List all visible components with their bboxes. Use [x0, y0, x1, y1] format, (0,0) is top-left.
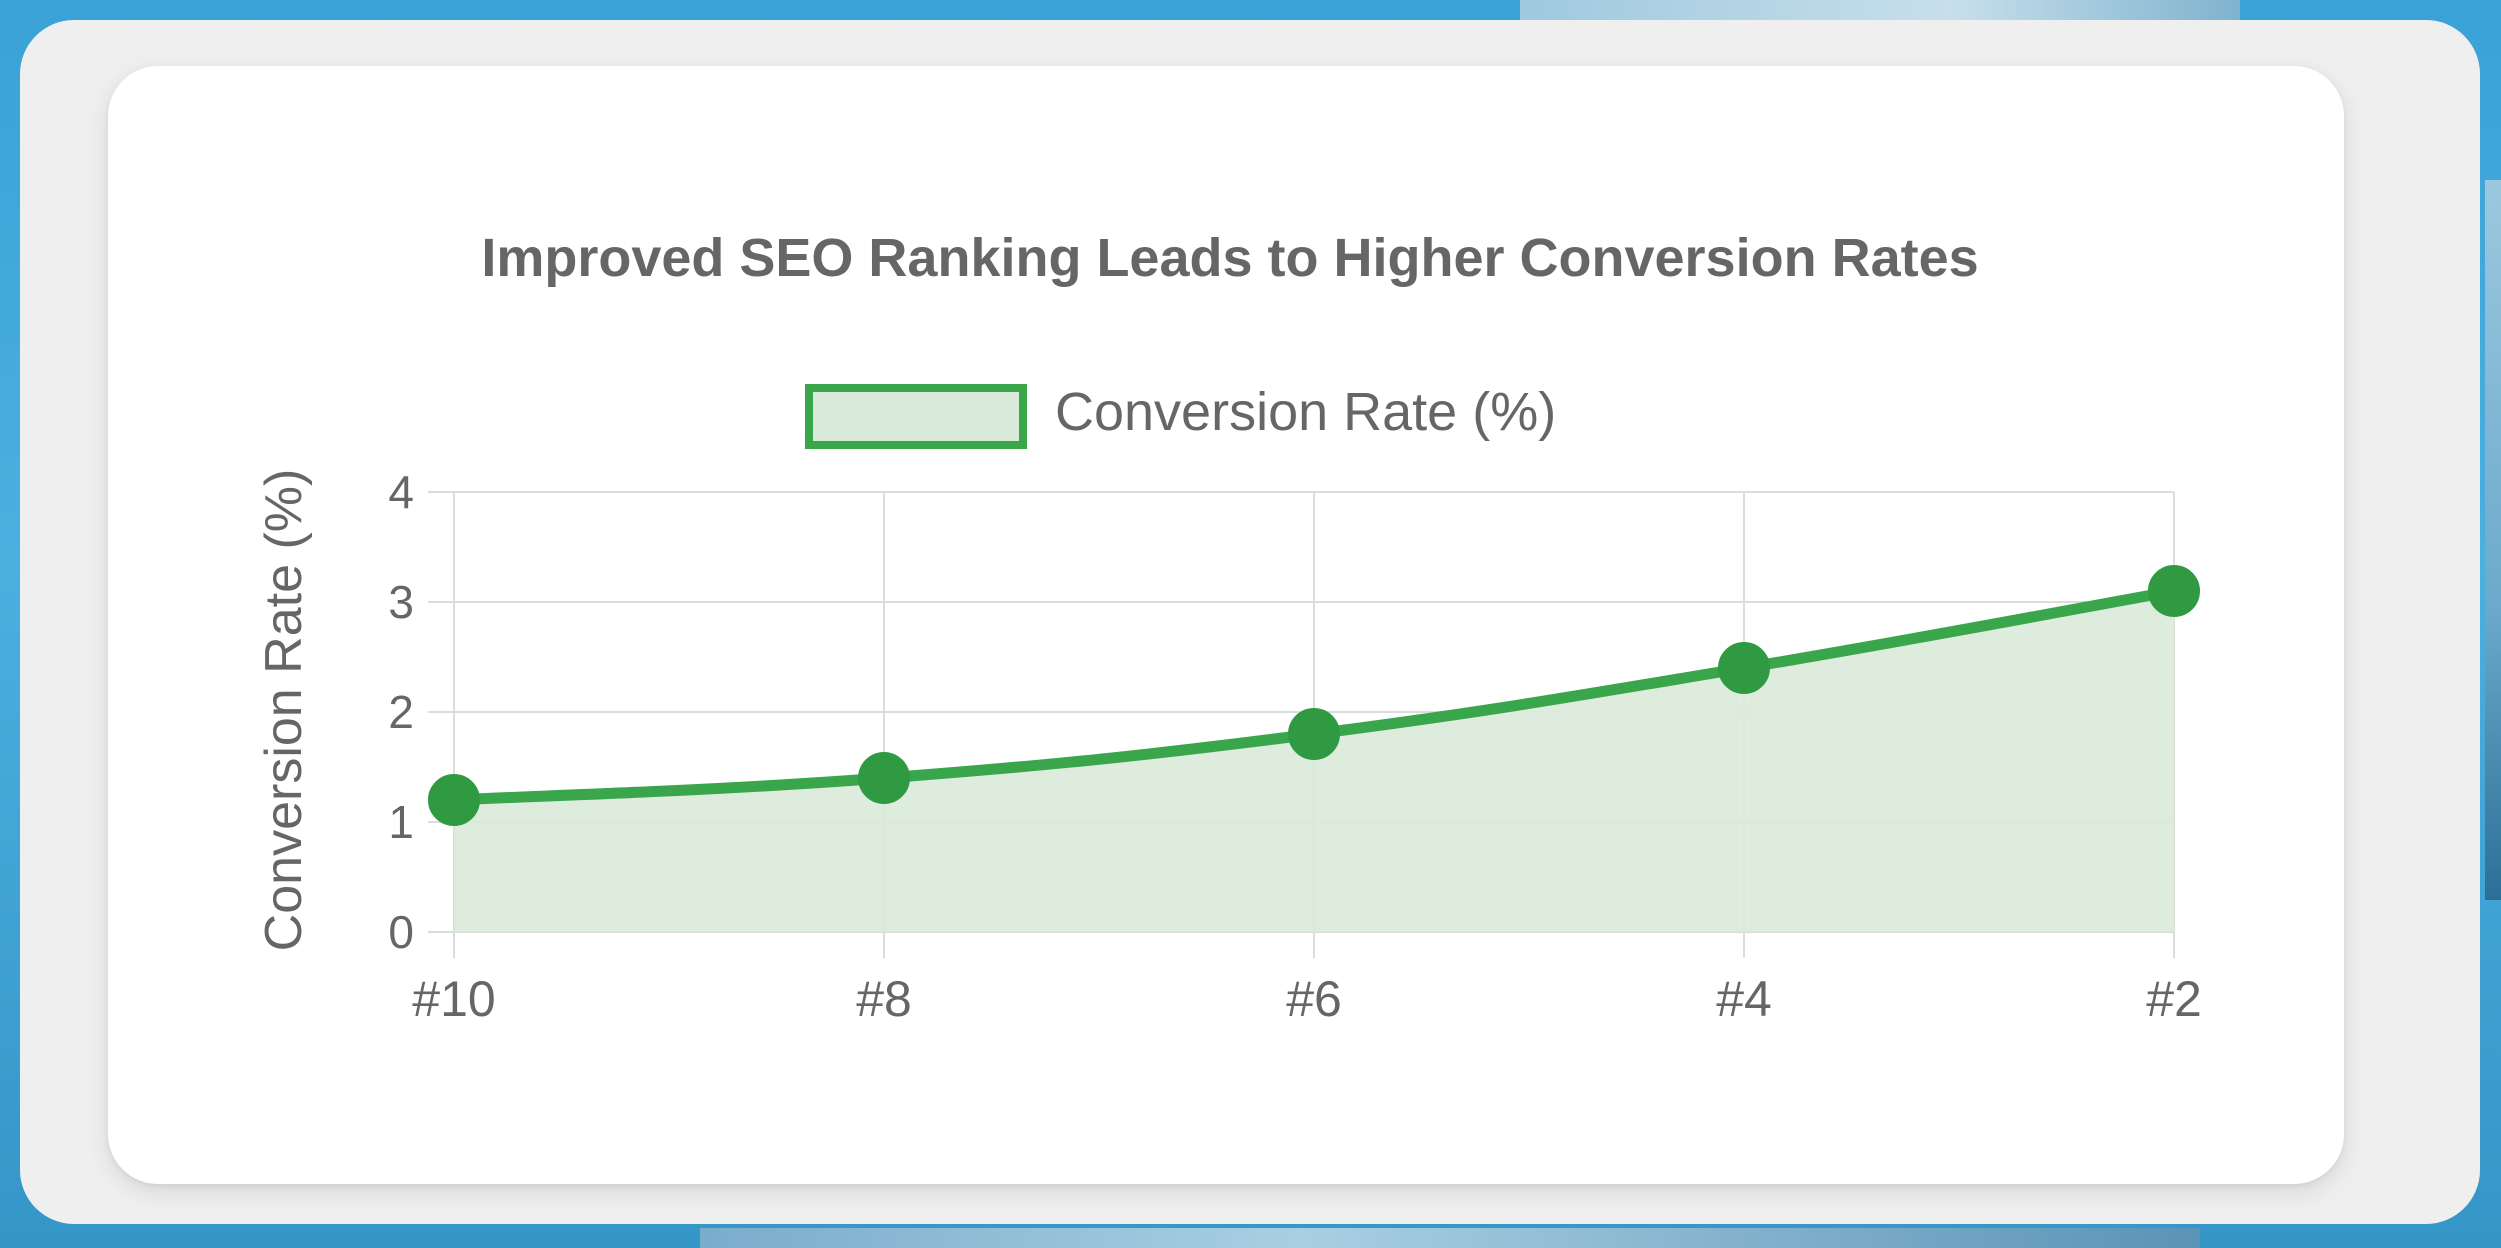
y-tick-label: 0 — [388, 906, 414, 958]
data-point-rank-4 — [1718, 642, 1770, 694]
y-tick-label: 2 — [388, 686, 414, 738]
legend-swatch — [805, 384, 1027, 449]
y-axis-title: Conversion Rate (%) — [255, 469, 313, 952]
y-tick-label: 1 — [388, 796, 414, 848]
x-tick-label: #6 — [1286, 971, 1342, 1027]
x-tick-label: #2 — [2146, 971, 2202, 1027]
legend-label: Conversion Rate (%) — [1055, 382, 1556, 442]
background-strip-top — [1520, 0, 2240, 22]
x-tick-label: #4 — [1716, 971, 1772, 1027]
background-strip-right — [2485, 180, 2501, 900]
data-point-rank-6 — [1288, 708, 1340, 760]
data-point-rank-8 — [858, 752, 910, 804]
series-conversion-rate — [428, 565, 2200, 932]
background-strip-bottom — [700, 1228, 2200, 1248]
y-axis: 0 1 2 3 4 — [388, 466, 414, 958]
legend: Conversion Rate (%) — [805, 382, 1556, 449]
y-tick-label: 3 — [388, 576, 414, 628]
chart-title: Improved SEO Ranking Leads to Higher Con… — [481, 228, 1978, 288]
x-tick-label: #10 — [412, 971, 495, 1027]
y-tick-label: 4 — [388, 466, 414, 518]
data-point-rank-2 — [2148, 565, 2200, 617]
x-tick-label: #8 — [856, 971, 912, 1027]
data-point-rank-10 — [428, 774, 480, 826]
x-axis: #10 #8 #6 #4 #2 — [412, 971, 2202, 1027]
